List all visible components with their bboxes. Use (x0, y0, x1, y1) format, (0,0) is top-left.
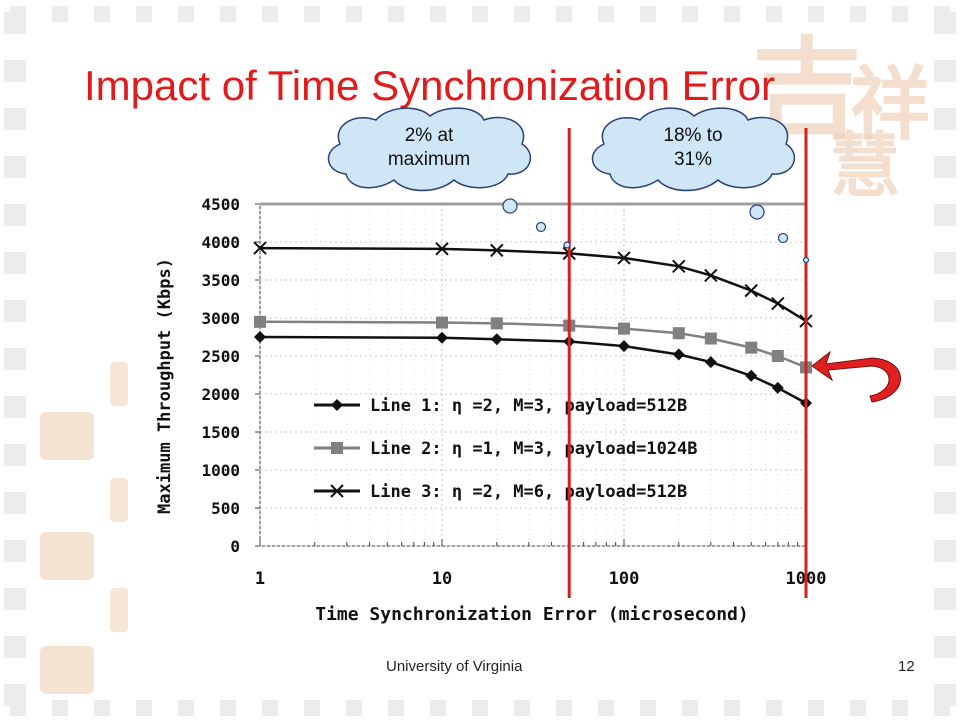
bubble-trail-circle (777, 232, 789, 244)
data-point-series-3 (490, 243, 504, 258)
data-point-series-1 (704, 356, 717, 369)
right-dash-border (934, 0, 956, 720)
y-tick-label: 2000 (201, 385, 240, 404)
data-point-series-2 (672, 327, 685, 340)
data-point-series-3-stroke (435, 242, 449, 256)
cloud-shape (327, 107, 532, 192)
x-tick-label: 100 (609, 569, 640, 589)
series-line-2 (259, 320, 807, 369)
callout-text-line2: 31% (673, 149, 713, 170)
data-point-series-3-stroke (771, 296, 785, 311)
y-tick-label: 4000 (201, 233, 240, 252)
data-point-series-2 (490, 317, 503, 330)
seal-decoration (40, 646, 94, 694)
seal-decoration (110, 362, 128, 406)
callout-text-line1: 18% to (663, 125, 723, 146)
data-point-series-2 (745, 341, 758, 354)
data-point-series-2 (704, 332, 717, 345)
y-tick-label: 2500 (201, 347, 240, 366)
y-tick-label: 1500 (201, 423, 240, 442)
data-point-series-1 (490, 333, 503, 346)
data-point-series-1 (771, 381, 784, 394)
page-number: 12 (898, 658, 915, 675)
x-tick-label: 10 (432, 569, 452, 589)
data-point-series-3-stroke (490, 243, 504, 258)
legend-label: Line 3: η =2, M=6, payload=512B (370, 482, 687, 502)
data-point-series-3 (744, 283, 758, 298)
legend-marker-stroke (330, 484, 344, 498)
data-point-series-1 (436, 331, 448, 344)
data-point-series-3 (704, 268, 718, 283)
data-point-series-2 (254, 315, 266, 328)
data-point-series-2 (436, 316, 448, 329)
seal-decoration (110, 588, 128, 632)
legend-marker (331, 442, 343, 454)
data-point-series-3 (617, 251, 631, 265)
data-point-series-3-stroke (253, 241, 267, 255)
curved-arrow (811, 350, 901, 403)
footer-organization: University of Virginia (386, 658, 523, 675)
seal-decoration (40, 532, 94, 580)
seal-decoration (110, 478, 128, 522)
bubble-trail-circle (535, 221, 547, 233)
legend-label: Line 1: η =2, M=3, payload=512B (370, 396, 687, 416)
data-point-series-3-stroke (617, 251, 631, 265)
data-point-series-3 (253, 241, 267, 255)
y-tick-label: 1000 (201, 461, 240, 480)
seal-decoration (40, 412, 94, 460)
series-line-3 (259, 246, 807, 323)
cloud-shape (591, 107, 796, 192)
data-point-series-1 (745, 369, 758, 382)
bubble-trail-circle (502, 198, 518, 214)
calligraphy-decoration: 祥 (850, 57, 930, 151)
y-tick-label: 3500 (201, 271, 240, 290)
data-point-series-1 (254, 331, 266, 343)
plot-area (259, 203, 807, 547)
y-axis-label: Maximum Throughput (Kbps) (155, 258, 175, 514)
callout-text-line1: 2% at (404, 125, 454, 146)
y-tick-label: 500 (211, 499, 240, 518)
slide-title: Impact of Time Synchronization Error (84, 62, 775, 109)
data-point-series-3-stroke (672, 259, 686, 274)
x-tick-label: 1 (255, 569, 265, 589)
top-dash-border (0, 6, 960, 22)
data-point-series-3 (771, 296, 785, 311)
legend-marker (330, 484, 344, 498)
y-tick-label: 0 (230, 537, 240, 556)
left-dash-border (4, 0, 26, 720)
data-point-series-1 (618, 340, 630, 353)
callout-bubble-left: 2% at maximum (318, 104, 540, 192)
bubble-trail-circle (563, 241, 571, 249)
callout-text-line2: maximum (387, 149, 471, 170)
data-point-series-3 (435, 242, 449, 256)
data-point-series-3-stroke (744, 283, 758, 298)
data-point-series-2 (618, 322, 630, 335)
data-point-series-2 (771, 350, 784, 362)
legend-label: Line 2: η =1, M=3, payload=1024B (370, 439, 698, 459)
bubble-trail-circle (802, 256, 810, 264)
y-tick-label: 4500 (201, 195, 240, 214)
data-point-series-3-stroke (704, 268, 718, 283)
bubble-trail-circle (749, 204, 765, 220)
x-axis-label: Time Synchronization Error (microsecond) (315, 604, 748, 625)
calligraphy-decoration: 慧 (830, 124, 900, 207)
callout-bubble-right: 18% to 31% (582, 104, 804, 192)
data-point-series-3 (672, 259, 686, 274)
y-tick-label: 3000 (201, 309, 240, 328)
legend-marker (331, 399, 343, 411)
data-point-series-1 (672, 348, 685, 361)
series-line-1 (259, 335, 807, 405)
bottom-dash-border (0, 700, 960, 716)
